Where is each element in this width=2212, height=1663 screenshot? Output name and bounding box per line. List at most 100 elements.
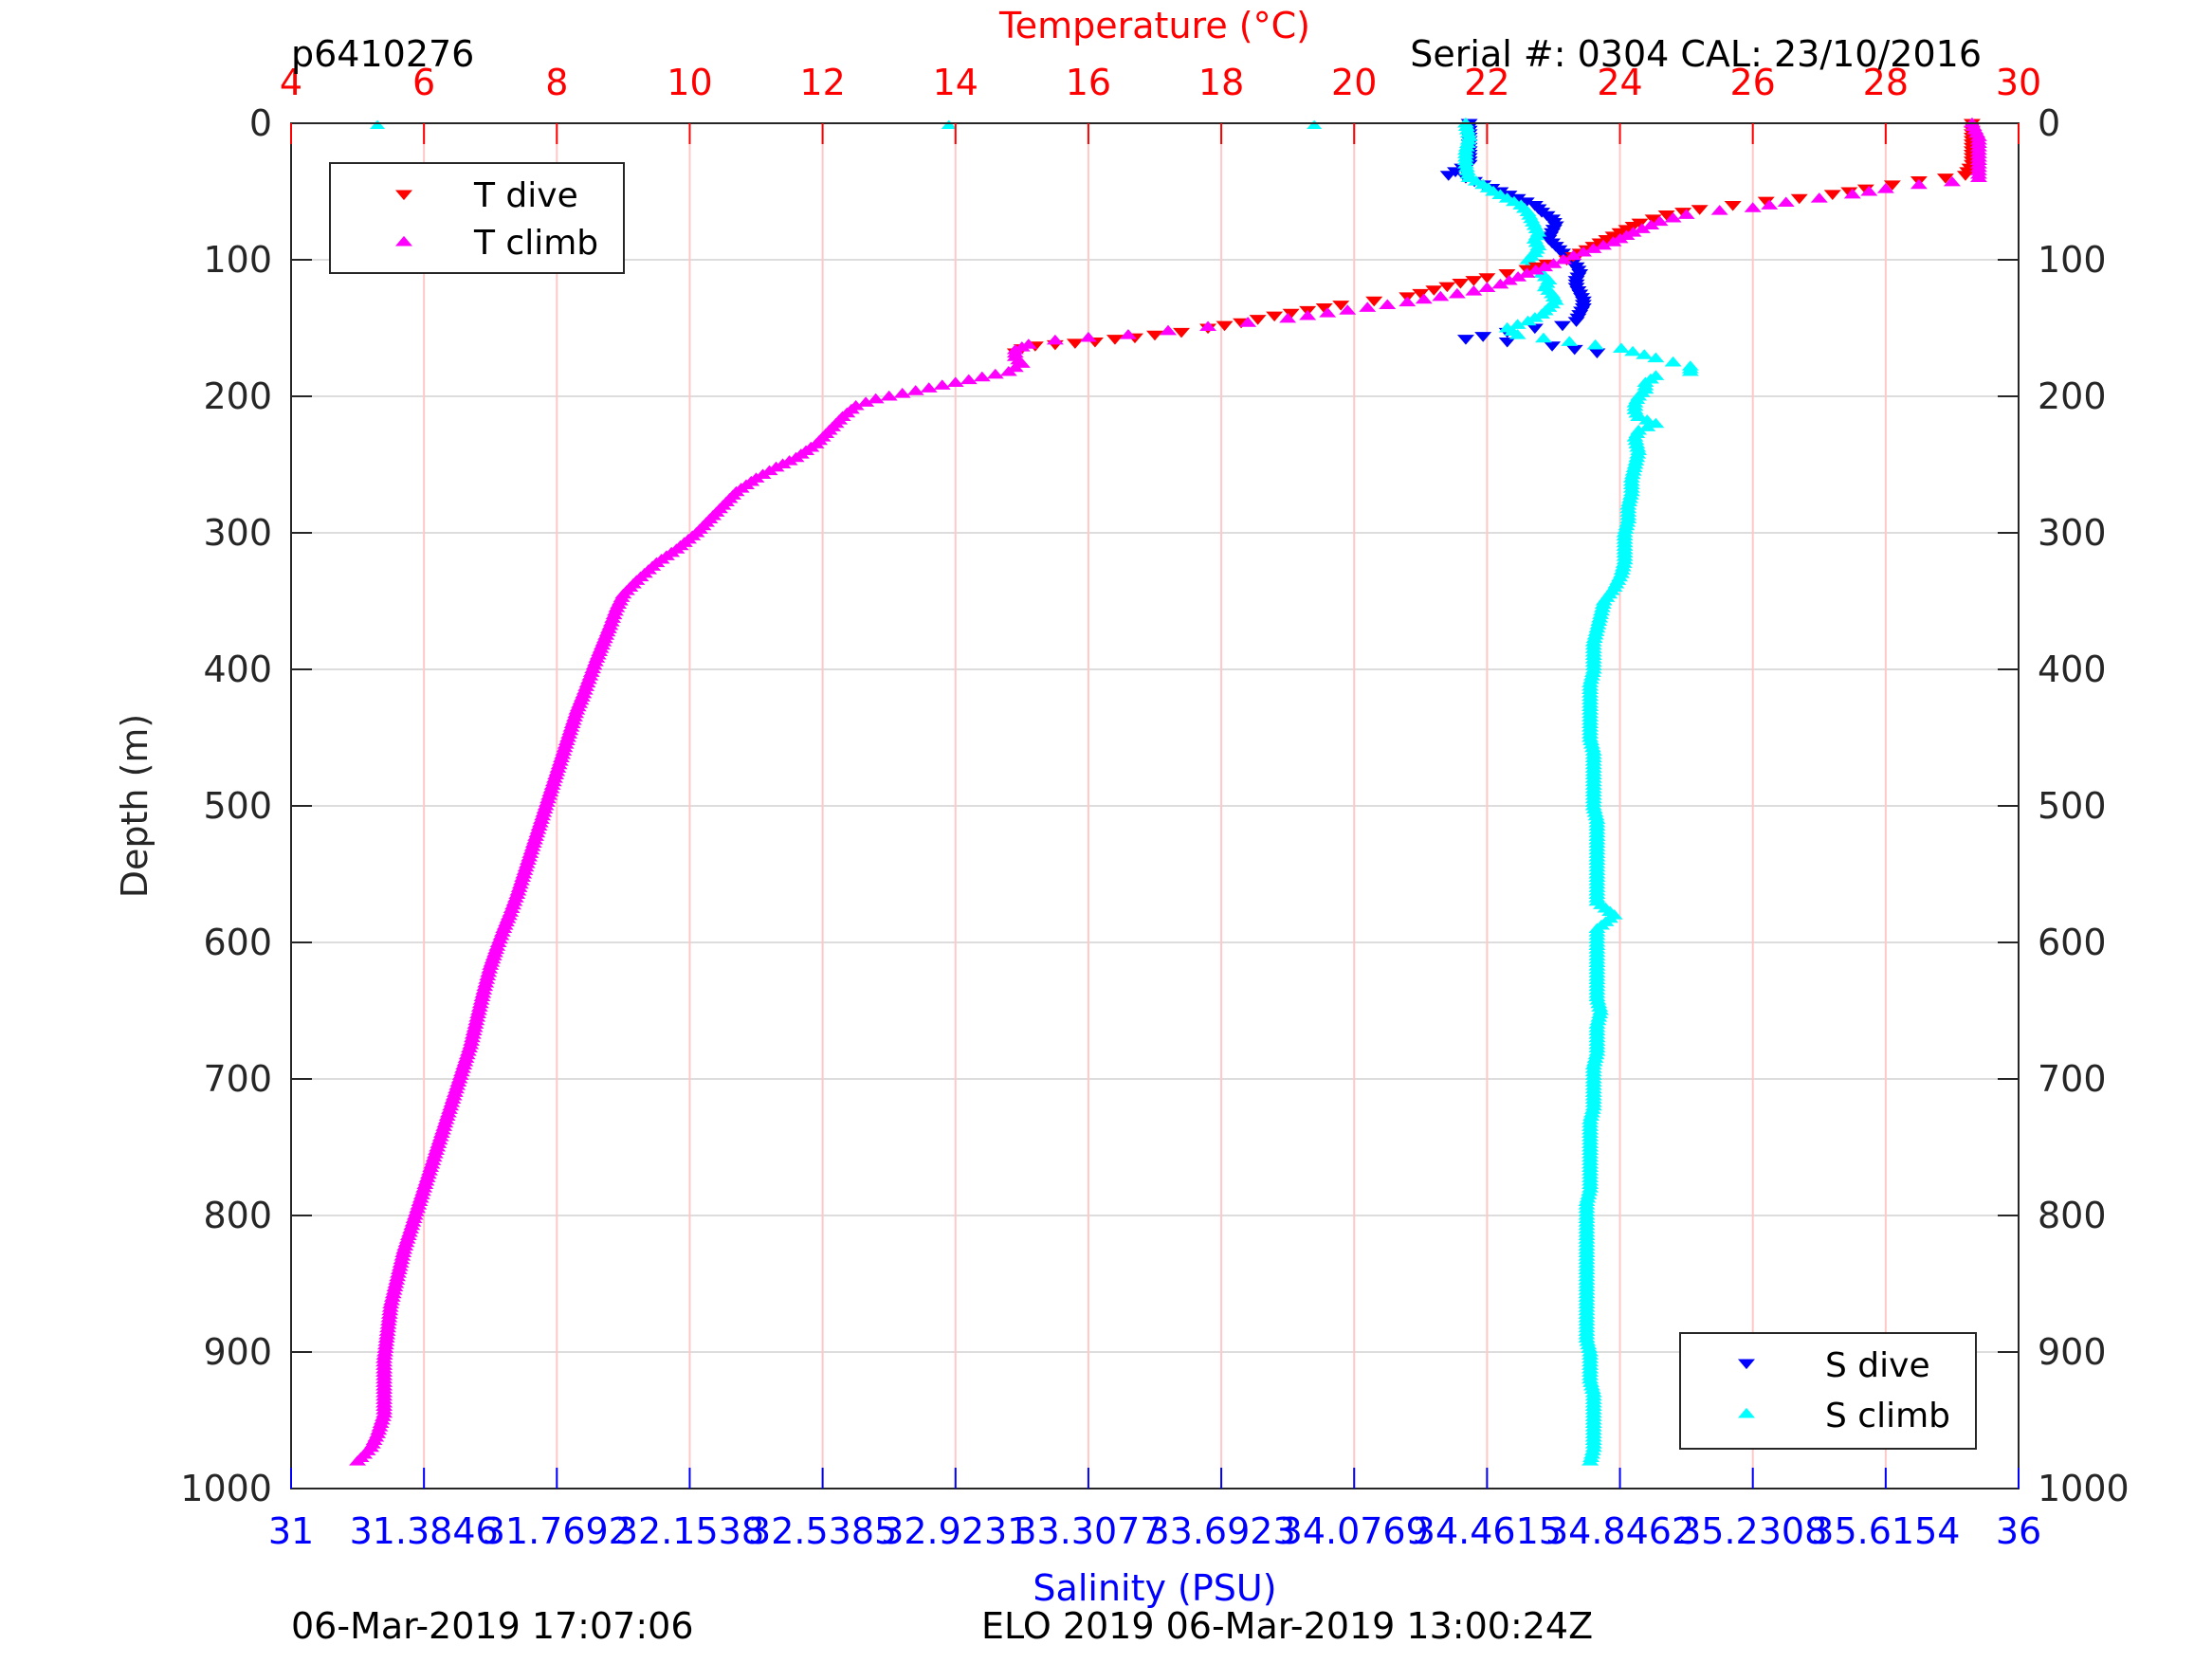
data-point [1465, 285, 1483, 296]
data-point [1823, 190, 1841, 200]
depth-tick-label-right: 600 [2038, 922, 2107, 963]
data-point [1681, 366, 1699, 376]
temperature-legend-box [329, 162, 625, 274]
data-point [1604, 236, 1622, 247]
t-climb-series [349, 117, 1987, 1466]
data-point [1266, 311, 1284, 322]
data-point [1553, 320, 1571, 332]
data-point [1790, 193, 1808, 205]
data-point [1664, 212, 1682, 223]
data-point [1638, 414, 1656, 425]
data-point [1046, 334, 1064, 345]
salinity-axis-label: Salinity (PSU) [1033, 1567, 1276, 1609]
data-point [1439, 171, 1457, 181]
data-point [893, 388, 911, 398]
ticks-layer: 0 0 100 100 200 200 300 300 400 400 500 500 600 600 70… [180, 62, 2129, 1552]
data-point [1365, 296, 1383, 307]
depth-tick-label-left: 200 [203, 375, 272, 417]
data-point [1319, 307, 1337, 318]
salinity-tick-label: 32.9231 [881, 1510, 1030, 1552]
data-point [1565, 344, 1583, 356]
data-point [1664, 356, 1682, 367]
depth-tick-label-right: 0 [2038, 102, 2060, 144]
mission-label: ELO 2019 06-Mar-2019 13:00:24Z [981, 1605, 1593, 1647]
data-point [1584, 243, 1602, 253]
legend-s-climb-marker [1738, 1407, 1755, 1418]
data-point [1810, 192, 1828, 203]
data-point [1744, 202, 1762, 212]
data-point [1282, 308, 1300, 320]
salinity-tick-label: 35.2308 [1678, 1510, 1827, 1552]
data-point [1299, 309, 1317, 320]
temperature-tick-label: 22 [1464, 62, 1509, 103]
serial-cal: Serial #: 0304 CAL: 23/10/2016 [1410, 33, 1982, 75]
depth-axis-label: Depth (m) [114, 714, 155, 899]
depth-tick-label-right: 1000 [2038, 1468, 2130, 1509]
data-point [1146, 330, 1163, 341]
data-point [857, 396, 875, 407]
depth-tick-label-left: 600 [203, 922, 272, 963]
legend-t-climb-marker [395, 235, 412, 247]
depth-tick-label-left: 100 [203, 239, 272, 281]
grid-layer [291, 123, 2019, 1489]
depth-tick-label-left: 800 [203, 1195, 272, 1236]
data-point [1119, 329, 1137, 339]
salinity-tick-label: 33.6923 [1147, 1510, 1296, 1552]
data-point [1498, 268, 1516, 280]
data-point [1567, 317, 1585, 327]
legend-t-dive-marker [395, 190, 412, 201]
data-point [1315, 302, 1333, 314]
data-point [1398, 296, 1417, 307]
depth-tick-label-left: 400 [203, 649, 272, 690]
data-point [1465, 276, 1483, 286]
data-point [1432, 290, 1450, 302]
salinity-legend: S dive S climb [1679, 1332, 1977, 1450]
data-point [1883, 180, 1901, 191]
salinity-tick-label: 34.8462 [1545, 1510, 1694, 1552]
data-point [1956, 171, 1974, 181]
legend-s-dive-label: S dive [1825, 1346, 1930, 1385]
data-point [1534, 332, 1552, 343]
data-point [1554, 253, 1572, 265]
data-point [1624, 345, 1642, 356]
legend-t-climb-label: T climb [473, 224, 598, 263]
depth-tick-label-right: 500 [2038, 785, 2107, 827]
data-point [1633, 223, 1651, 233]
data-point [1638, 421, 1656, 431]
legend-s-climb-label: S climb [1825, 1397, 1950, 1435]
temperature-axis-label: Temperature (°C) [998, 5, 1310, 46]
data-point [1612, 342, 1630, 354]
depth-tick-label-right: 300 [2038, 512, 2107, 554]
temperature-tick-label: 8 [545, 62, 568, 103]
depth-tick-label-left: 700 [203, 1058, 272, 1100]
data-point [1969, 172, 1987, 183]
salinity-tick-label: 31.7692 [483, 1510, 631, 1552]
data-point [1545, 258, 1563, 268]
data-point [986, 368, 1004, 379]
data-point [1448, 287, 1466, 299]
salinity-tick-label: 34.4615 [1413, 1510, 1562, 1552]
data-point [1677, 209, 1695, 219]
depth-tick-label-right: 400 [2038, 649, 2107, 690]
depth-tick-label-left: 500 [203, 785, 272, 827]
data-point [973, 371, 991, 382]
temperature-tick-label: 30 [1996, 62, 2041, 103]
depth-tick-label-right: 100 [2038, 239, 2107, 281]
data-point [1079, 332, 1097, 342]
temperature-tick-label: 24 [1597, 62, 1642, 103]
legend-t-dive-label: T dive [473, 176, 578, 215]
data-point [920, 382, 938, 393]
data-point [1526, 264, 1545, 275]
salinity-tick-label: 31.3846 [350, 1510, 499, 1552]
data-point [1478, 282, 1496, 292]
data-point [1630, 411, 1648, 422]
data-point [1651, 215, 1669, 227]
plot-timestamp: 06-Mar-2019 17:07:06 [291, 1605, 694, 1647]
data-point [1910, 178, 1928, 190]
stray-point [1307, 119, 1323, 129]
data-point [999, 366, 1017, 376]
data-point [1066, 338, 1084, 349]
legend-s-dive-marker [1738, 1359, 1755, 1370]
data-point [1710, 205, 1728, 215]
data-point [1647, 417, 1665, 429]
